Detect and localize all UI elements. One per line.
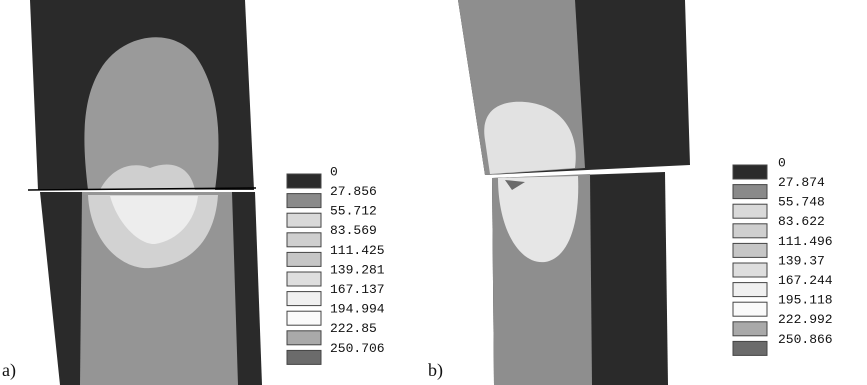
legend-value: 27.874 (778, 175, 825, 190)
legend-value: 111.496 (778, 234, 833, 249)
legend-value: 27.856 (330, 184, 377, 199)
legend-swatch (287, 311, 321, 325)
legend-value: 167.244 (778, 273, 833, 288)
legend-swatch (733, 322, 767, 336)
figure: 0 27.856 55.712 83.569 111.425 139.281 167.137… (0, 0, 867, 385)
legend-value: 83.622 (778, 214, 825, 229)
legend-swatch (733, 204, 767, 218)
legend-swatch (287, 213, 321, 227)
legend-swatch (733, 224, 767, 238)
legend-swatch (287, 233, 321, 247)
legend-value: 250.866 (778, 332, 833, 347)
legend-swatch (733, 302, 767, 316)
legend-value: 0 (778, 155, 786, 170)
legend-swatch (287, 272, 321, 286)
panel-label: b) (428, 360, 443, 381)
panel-b-plot (458, 0, 690, 385)
legend-value: 83.569 (330, 223, 377, 238)
legend-value: 250.706 (330, 341, 385, 356)
legend-value: 222.85 (330, 321, 377, 336)
legend-swatch (287, 292, 321, 306)
legend-value: 195.118 (778, 293, 833, 308)
legend-value: 0 (330, 164, 338, 179)
legend-value: 55.712 (330, 204, 377, 219)
legend-swatch (733, 243, 767, 257)
legend-swatch (287, 194, 321, 208)
legend-swatch (287, 331, 321, 345)
legend-value: 111.425 (330, 243, 385, 258)
legend-swatch (733, 263, 767, 277)
legend-swatch (733, 341, 767, 355)
legend-swatch (733, 165, 767, 179)
legend-value: 194.994 (330, 302, 385, 317)
legend-swatch (287, 174, 321, 188)
legend-value: 55.748 (778, 195, 825, 210)
legend-swatch (733, 283, 767, 297)
legend: 0 27.856 55.712 83.569 111.425 139.281 167.137… (287, 164, 385, 364)
legend-value: 139.281 (330, 262, 385, 277)
legend-swatch (733, 185, 767, 199)
legend-swatch (287, 252, 321, 266)
legend-value: 139.37 (778, 253, 825, 268)
panel-label: a) (2, 360, 16, 381)
legend-value: 167.137 (330, 282, 385, 297)
legend-swatch (287, 350, 321, 364)
legend: 0 27.874 55.748 83.622 111.496 139.37 167.244 1… (733, 155, 833, 355)
legend-value: 222.992 (778, 312, 833, 327)
panel-a-plot (28, 0, 262, 385)
